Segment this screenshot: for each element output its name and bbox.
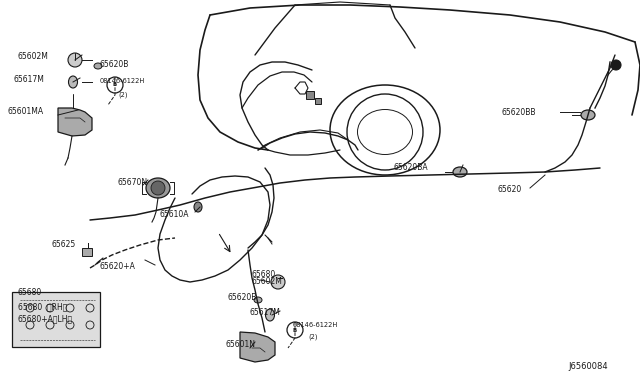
Ellipse shape bbox=[581, 110, 595, 120]
Text: (2): (2) bbox=[308, 334, 317, 340]
Ellipse shape bbox=[194, 202, 202, 212]
Text: 65680  〈RH〉: 65680 〈RH〉 bbox=[18, 302, 67, 311]
Text: (2): (2) bbox=[118, 91, 127, 97]
Text: 65620B: 65620B bbox=[228, 293, 257, 302]
Ellipse shape bbox=[68, 76, 77, 88]
Text: 65601MA: 65601MA bbox=[8, 107, 44, 116]
Ellipse shape bbox=[254, 297, 262, 303]
Text: 65620+A: 65620+A bbox=[100, 262, 136, 271]
Ellipse shape bbox=[146, 178, 170, 198]
Text: 65601N: 65601N bbox=[225, 340, 255, 349]
Text: 65680+A〈LH〉: 65680+A〈LH〉 bbox=[18, 314, 73, 323]
Circle shape bbox=[151, 181, 165, 195]
Circle shape bbox=[68, 53, 82, 67]
Polygon shape bbox=[240, 332, 275, 362]
Text: 65617M: 65617M bbox=[250, 308, 281, 317]
Text: 65620BB: 65620BB bbox=[502, 108, 536, 117]
Text: 08146-6122H: 08146-6122H bbox=[293, 322, 339, 328]
Text: 65620: 65620 bbox=[498, 185, 522, 194]
Bar bbox=[82, 248, 92, 256]
Text: 65670N: 65670N bbox=[118, 178, 148, 187]
Text: 65610A: 65610A bbox=[160, 210, 189, 219]
Bar bbox=[12, 292, 100, 347]
Text: 65617M: 65617M bbox=[14, 75, 45, 84]
Polygon shape bbox=[58, 108, 92, 136]
Text: 65680: 65680 bbox=[18, 288, 42, 297]
Text: B: B bbox=[293, 327, 297, 333]
Text: 65625: 65625 bbox=[52, 240, 76, 249]
Text: 65680: 65680 bbox=[252, 270, 276, 279]
Bar bbox=[315, 98, 321, 104]
Ellipse shape bbox=[453, 167, 467, 177]
Circle shape bbox=[271, 275, 285, 289]
Text: 08146-6122H: 08146-6122H bbox=[100, 78, 145, 84]
Text: J6560084: J6560084 bbox=[568, 362, 607, 371]
Text: 65602M: 65602M bbox=[252, 277, 283, 286]
Ellipse shape bbox=[94, 63, 102, 69]
Text: 65620BA: 65620BA bbox=[393, 163, 428, 172]
Text: 65620B: 65620B bbox=[100, 60, 129, 69]
Ellipse shape bbox=[266, 309, 275, 321]
Text: 65602M: 65602M bbox=[17, 52, 48, 61]
Text: B: B bbox=[113, 83, 117, 87]
Bar bbox=[306, 91, 314, 99]
Circle shape bbox=[611, 60, 621, 70]
